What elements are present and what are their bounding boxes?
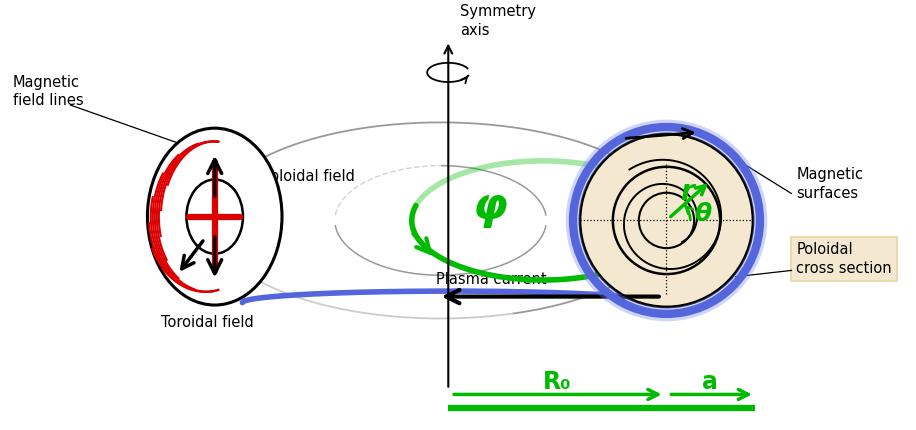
Text: R₀: R₀ [543,370,572,394]
Text: θ: θ [694,202,712,226]
Text: r: r [680,178,693,206]
Text: φ: φ [473,184,507,227]
Text: Symmetry
axis: Symmetry axis [460,4,536,38]
Text: Poloidal field: Poloidal field [262,169,354,184]
Text: Magnetic
field lines: Magnetic field lines [13,75,83,108]
Text: a: a [702,370,718,394]
Text: Plasma current: Plasma current [436,272,547,287]
Text: Magnetic
surfaces: Magnetic surfaces [796,167,863,201]
Text: Poloidal
cross section: Poloidal cross section [796,242,892,276]
Ellipse shape [187,179,243,254]
Circle shape [580,134,753,307]
Text: Toroidal field: Toroidal field [160,315,254,330]
Ellipse shape [147,128,282,305]
